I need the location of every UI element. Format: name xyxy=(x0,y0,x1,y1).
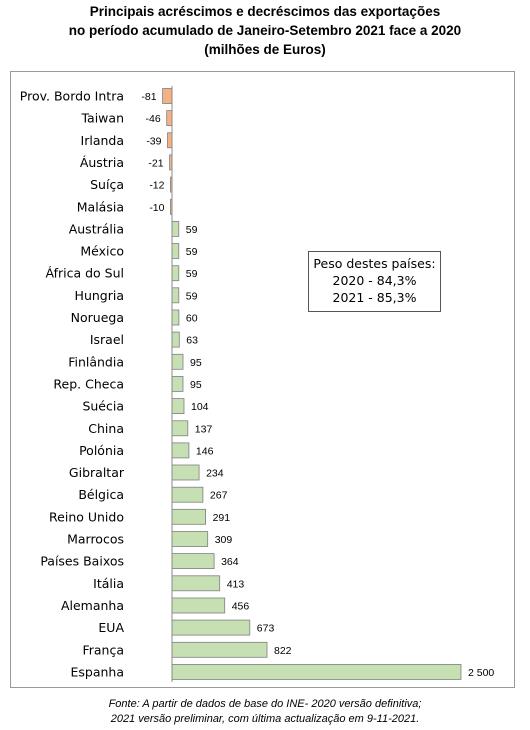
category-label: Noruega xyxy=(71,310,124,325)
category-label: Malásia xyxy=(77,199,124,214)
data-label: 2 500 xyxy=(468,667,494,679)
bar xyxy=(171,309,180,326)
data-label: 413 xyxy=(227,578,245,590)
category-label: Gibraltar xyxy=(69,465,125,480)
data-label: 822 xyxy=(274,645,292,657)
category-label: Suíça xyxy=(90,177,124,192)
source-note: Fonte: A partir de dados de base do INE-… xyxy=(0,697,530,727)
category-label: China xyxy=(88,421,124,436)
bar-chart: Prov. Bordo Intra -81 Taiwan -46 Irlanda -39 Á… xyxy=(20,86,494,682)
data-label: 309 xyxy=(215,534,233,546)
bar xyxy=(171,243,180,259)
bar xyxy=(171,220,180,237)
category-label: Bélgica xyxy=(78,487,124,502)
bar xyxy=(171,664,462,680)
data-label: 146 xyxy=(196,445,214,457)
bar xyxy=(171,265,180,282)
data-label: 364 xyxy=(221,556,239,568)
data-label: 456 xyxy=(232,601,250,613)
bar xyxy=(166,110,173,126)
category-label: Finlândia xyxy=(68,354,124,369)
category-label: Prov. Bordo Intra xyxy=(20,89,124,104)
bar xyxy=(171,464,200,481)
data-label: -46 xyxy=(146,113,161,125)
bar xyxy=(171,353,184,370)
note-heading: Peso destes países: xyxy=(313,256,436,271)
bar xyxy=(171,597,226,614)
data-label: -10 xyxy=(149,202,164,214)
bar xyxy=(171,331,180,348)
data-label: -39 xyxy=(146,135,161,147)
data-label: 59 xyxy=(186,290,198,302)
category-label: Polónia xyxy=(79,443,124,458)
category-label: Hungria xyxy=(75,288,124,303)
bar xyxy=(171,619,251,636)
chart-area: Prov. Bordo Intra -81 Taiwan -46 Irlanda -39 Á… xyxy=(10,71,515,688)
bar xyxy=(171,375,184,392)
data-label: -81 xyxy=(141,91,156,103)
category-label: Países Baixos xyxy=(40,554,124,569)
data-label: 59 xyxy=(186,224,198,236)
title-line-1: Principais acréscimos e decréscimos das … xyxy=(89,4,441,19)
data-label: 59 xyxy=(186,246,198,258)
title-line-2: no período acumulado de Janeiro-Setembro… xyxy=(68,23,462,38)
data-label: 60 xyxy=(186,313,198,325)
category-label: África do Sul xyxy=(45,266,124,281)
data-label: 95 xyxy=(190,357,202,369)
category-label: Austrália xyxy=(69,221,124,236)
source-line-2: 2021 versão preliminar, com última actua… xyxy=(110,713,420,725)
category-label: Irlanda xyxy=(81,133,124,148)
data-label: 673 xyxy=(257,623,275,635)
category-label: México xyxy=(80,244,124,259)
category-label: Itália xyxy=(93,576,124,591)
category-label: Marrocos xyxy=(67,532,124,547)
bar xyxy=(171,420,189,437)
data-label: -12 xyxy=(149,180,164,192)
category-label: Israel xyxy=(90,332,124,347)
bar xyxy=(171,575,221,592)
source-line-1: Fonte: A partir de dados de base do INE-… xyxy=(108,698,422,710)
category-label: Alemanha xyxy=(61,598,124,613)
data-label: 104 xyxy=(191,401,209,413)
category-label: EUA xyxy=(98,620,124,635)
data-label: 63 xyxy=(186,335,198,347)
bar xyxy=(171,553,215,570)
bar xyxy=(167,132,173,149)
bar xyxy=(171,442,190,459)
bar xyxy=(171,641,268,658)
bar xyxy=(171,508,206,525)
category-label: Suécia xyxy=(82,399,124,414)
category-label: Áustria xyxy=(80,155,124,170)
category-label: Espanha xyxy=(70,664,124,679)
data-label: 234 xyxy=(206,468,224,480)
bar xyxy=(171,398,185,415)
chart-title: Principais acréscimos e decréscimos das … xyxy=(0,2,530,59)
bar xyxy=(171,486,204,503)
category-label: Reino Unido xyxy=(49,509,124,524)
data-label: 59 xyxy=(186,268,198,280)
category-label: Rep. Checa xyxy=(53,376,124,391)
weight-note-box: Peso destes países: 2020 - 84,3% 2021 - … xyxy=(308,251,441,312)
note-2020: 2020 - 84,3% xyxy=(332,273,417,288)
title-line-3: (milhões de Euros) xyxy=(204,42,326,57)
note-2021: 2021 - 85,3% xyxy=(332,290,417,305)
category-label: Taiwan xyxy=(80,111,124,126)
data-label: 267 xyxy=(210,490,228,502)
category-label: França xyxy=(82,642,124,657)
data-label: 137 xyxy=(195,423,213,435)
data-label: -21 xyxy=(148,157,163,169)
bar xyxy=(171,531,209,547)
bar xyxy=(162,88,173,104)
data-label: 95 xyxy=(190,379,202,391)
bar xyxy=(171,287,180,304)
data-label: 291 xyxy=(213,512,231,524)
